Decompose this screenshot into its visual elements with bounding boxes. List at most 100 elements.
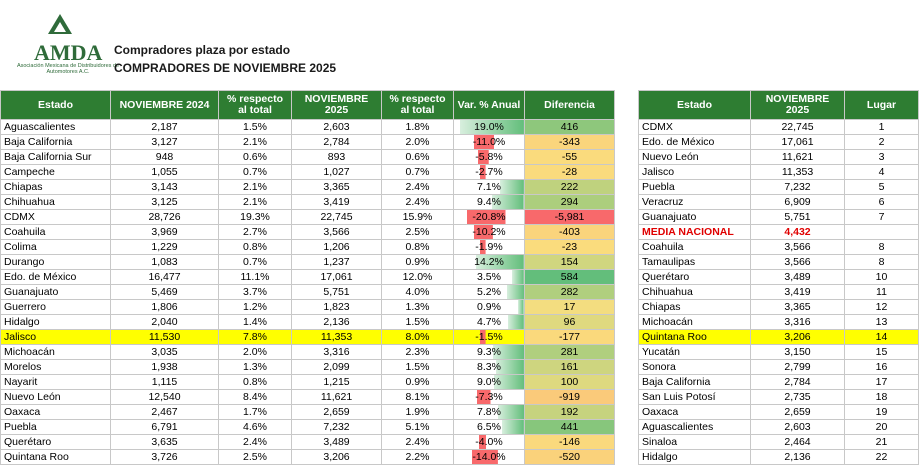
amda-logo: AMDA [26, 10, 110, 80]
rank-row[interactable]: Chihuahua 3,419 11 [638, 284, 919, 300]
cell-dif: 192 [524, 404, 615, 420]
table-row[interactable]: Jalisco 11,530 7.8% 11,353 8.0% -1.5% -177 [0, 329, 615, 345]
rank-row[interactable]: San Luis Potosí 2,735 18 [638, 389, 919, 405]
cell-nov2025: 1,027 [291, 164, 382, 180]
rank-row[interactable]: Guanajuato 5,751 7 [638, 209, 919, 225]
col-pct2025[interactable]: % respecto al total [381, 90, 454, 120]
rank-row[interactable]: Puebla 7,232 5 [638, 179, 919, 195]
cell-nov2025: 3,419 [291, 194, 382, 210]
rank-row[interactable]: Coahuila 3,566 8 [638, 239, 919, 255]
table-row[interactable]: Puebla 6,791 4.6% 7,232 5.1% 6.5% 441 [0, 419, 615, 435]
cell-var: -11.0% [453, 134, 525, 150]
rank-col-lugar[interactable]: Lugar [844, 90, 919, 120]
cell-estado: Campeche [0, 164, 111, 180]
cell-pct2025: 0.9% [381, 254, 454, 270]
cell-nov2025: 3,316 [291, 344, 382, 360]
rank-row[interactable]: Querétaro 3,489 10 [638, 269, 919, 285]
table-row[interactable]: Edo. de México 16,477 11.1% 17,061 12.0% 3.5%… [0, 269, 615, 285]
rank-cell-lugar: 8 [844, 254, 919, 270]
rank-row[interactable]: Quintana Roo 3,206 14 [638, 329, 919, 345]
rank-row[interactable]: Aguascalientes 2,603 20 [638, 419, 919, 435]
rank-row[interactable]: Hidalgo 2,136 22 [638, 449, 919, 465]
cell-pct2025: 15.9% [381, 209, 454, 225]
cell-estado: Coahuila [0, 224, 111, 240]
rank-cell-estado: Nuevo León [638, 149, 751, 165]
rank-row[interactable]: Nuevo León 11,621 3 [638, 149, 919, 165]
cell-pct2025: 0.9% [381, 374, 454, 390]
rank-row[interactable]: Edo. de México 17,061 2 [638, 134, 919, 150]
table-row[interactable]: CDMX 28,726 19.3% 22,745 15.9% -20.8% -5,981 [0, 209, 615, 225]
rank-row[interactable]: Oaxaca 2,659 19 [638, 404, 919, 420]
cell-dif: -28 [524, 164, 615, 180]
cell-pct2024: 2.0% [218, 344, 292, 360]
cell-pct2025: 0.7% [381, 164, 454, 180]
table-row[interactable]: Nuevo León 12,540 8.4% 11,621 8.1% -7.3% -919 [0, 389, 615, 405]
cell-var: -1.9% [453, 239, 525, 255]
rank-cell-estado: Sonora [638, 359, 751, 375]
cell-nov2025: 3,566 [291, 224, 382, 240]
col-nov2024[interactable]: NOVIEMBRE 2024 [110, 90, 219, 120]
rank-cell-valor: 3,566 [750, 254, 845, 270]
table-row[interactable]: Aguascalientes 2,187 1.5% 2,603 1.8% 19.0% 416 [0, 119, 615, 135]
rank-cell-lugar: 6 [844, 194, 919, 210]
table-row[interactable]: Hidalgo 2,040 1.4% 2,136 1.5% 4.7% 96 [0, 314, 615, 330]
cell-pct2024: 2.4% [218, 434, 292, 450]
main-table-header: Estado NOVIEMBRE 2024 % respecto al tota… [0, 90, 615, 120]
rank-row[interactable]: Michoacán 3,316 13 [638, 314, 919, 330]
rank-row[interactable]: Yucatán 3,150 15 [638, 344, 919, 360]
table-row[interactable]: Campeche 1,055 0.7% 1,027 0.7% -2.7% -28 [0, 164, 615, 180]
rank-row[interactable]: Sonora 2,799 16 [638, 359, 919, 375]
rank-row[interactable]: Tamaulipas 3,566 8 [638, 254, 919, 270]
cell-var: 9.4% [453, 194, 525, 210]
cell-var: 5.2% [453, 284, 525, 300]
cell-var: 8.3% [453, 359, 525, 375]
cell-estado: Nuevo León [0, 389, 111, 405]
rank-row[interactable]: Jalisco 11,353 4 [638, 164, 919, 180]
table-row[interactable]: Coahuila 3,969 2.7% 3,566 2.5% -10.2% -403 [0, 224, 615, 240]
table-row[interactable]: Baja California Sur 948 0.6% 893 0.6% -5.8% -5… [0, 149, 615, 165]
table-row[interactable]: Chiapas 3,143 2.1% 3,365 2.4% 7.1% 222 [0, 179, 615, 195]
cell-pct2025: 2.4% [381, 179, 454, 195]
table-row[interactable]: Quintana Roo 3,726 2.5% 3,206 2.2% -14.0% -520 [0, 449, 615, 465]
table-row[interactable]: Oaxaca 2,467 1.7% 2,659 1.9% 7.8% 192 [0, 404, 615, 420]
cell-estado: Baja California [0, 134, 111, 150]
cell-pct2024: 4.6% [218, 419, 292, 435]
rank-cell-valor: 2,784 [750, 374, 845, 390]
table-row[interactable]: Nayarit 1,115 0.8% 1,215 0.9% 9.0% 100 [0, 374, 615, 390]
rank-cell-lugar: 1 [844, 119, 919, 135]
rank-row[interactable]: Baja California 2,784 17 [638, 374, 919, 390]
table-row[interactable]: Guanajuato 5,469 3.7% 5,751 4.0% 5.2% 282 [0, 284, 615, 300]
table-row[interactable]: Guerrero 1,806 1.2% 1,823 1.3% 0.9% 17 [0, 299, 615, 315]
ranking-table-header: Estado NOVIEMBRE 2025 Lugar [638, 90, 919, 120]
cell-pct2025: 1.8% [381, 119, 454, 135]
rank-col-estado[interactable]: Estado [638, 90, 751, 120]
table-row[interactable]: Querétaro 3,635 2.4% 3,489 2.4% -4.0% -146 [0, 434, 615, 450]
col-pct2024[interactable]: % respecto al total [218, 90, 292, 120]
col-dif[interactable]: Diferencia [524, 90, 615, 120]
cell-pct2025: 1.3% [381, 299, 454, 315]
cell-pct2024: 1.2% [218, 299, 292, 315]
rank-cell-valor: 3,365 [750, 299, 845, 315]
col-var[interactable]: Var. % Anual [453, 90, 525, 120]
cell-nov2024: 3,125 [110, 194, 219, 210]
rank-row[interactable]: Sinaloa 2,464 21 [638, 434, 919, 450]
rank-col-valor[interactable]: NOVIEMBRE 2025 [750, 90, 845, 120]
cell-nov2025: 2,659 [291, 404, 382, 420]
cell-nov2024: 3,969 [110, 224, 219, 240]
col-nov2025[interactable]: NOVIEMBRE 2025 [291, 90, 382, 120]
cell-nov2025: 11,353 [291, 329, 382, 345]
table-row[interactable]: Chihuahua 3,125 2.1% 3,419 2.4% 9.4% 294 [0, 194, 615, 210]
cell-pct2024: 8.4% [218, 389, 292, 405]
cell-nov2025: 7,232 [291, 419, 382, 435]
rank-row[interactable]: Veracruz 6,909 6 [638, 194, 919, 210]
table-row[interactable]: Baja California 3,127 2.1% 2,784 2.0% -11.0% -… [0, 134, 615, 150]
table-row[interactable]: Morelos 1,938 1.3% 2,099 1.5% 8.3% 161 [0, 359, 615, 375]
rank-row[interactable]: Chiapas 3,365 12 [638, 299, 919, 315]
rank-row[interactable]: CDMX 22,745 1 [638, 119, 919, 135]
table-row[interactable]: Colima 1,229 0.8% 1,206 0.8% -1.9% -23 [0, 239, 615, 255]
col-estado[interactable]: Estado [0, 90, 111, 120]
table-row[interactable]: Durango 1,083 0.7% 1,237 0.9% 14.2% 154 [0, 254, 615, 270]
table-row[interactable]: Michoacán 3,035 2.0% 3,316 2.3% 9.3% 281 [0, 344, 615, 360]
rank-cell-lugar: 11 [844, 284, 919, 300]
rank-cell-estado: Oaxaca [638, 404, 751, 420]
